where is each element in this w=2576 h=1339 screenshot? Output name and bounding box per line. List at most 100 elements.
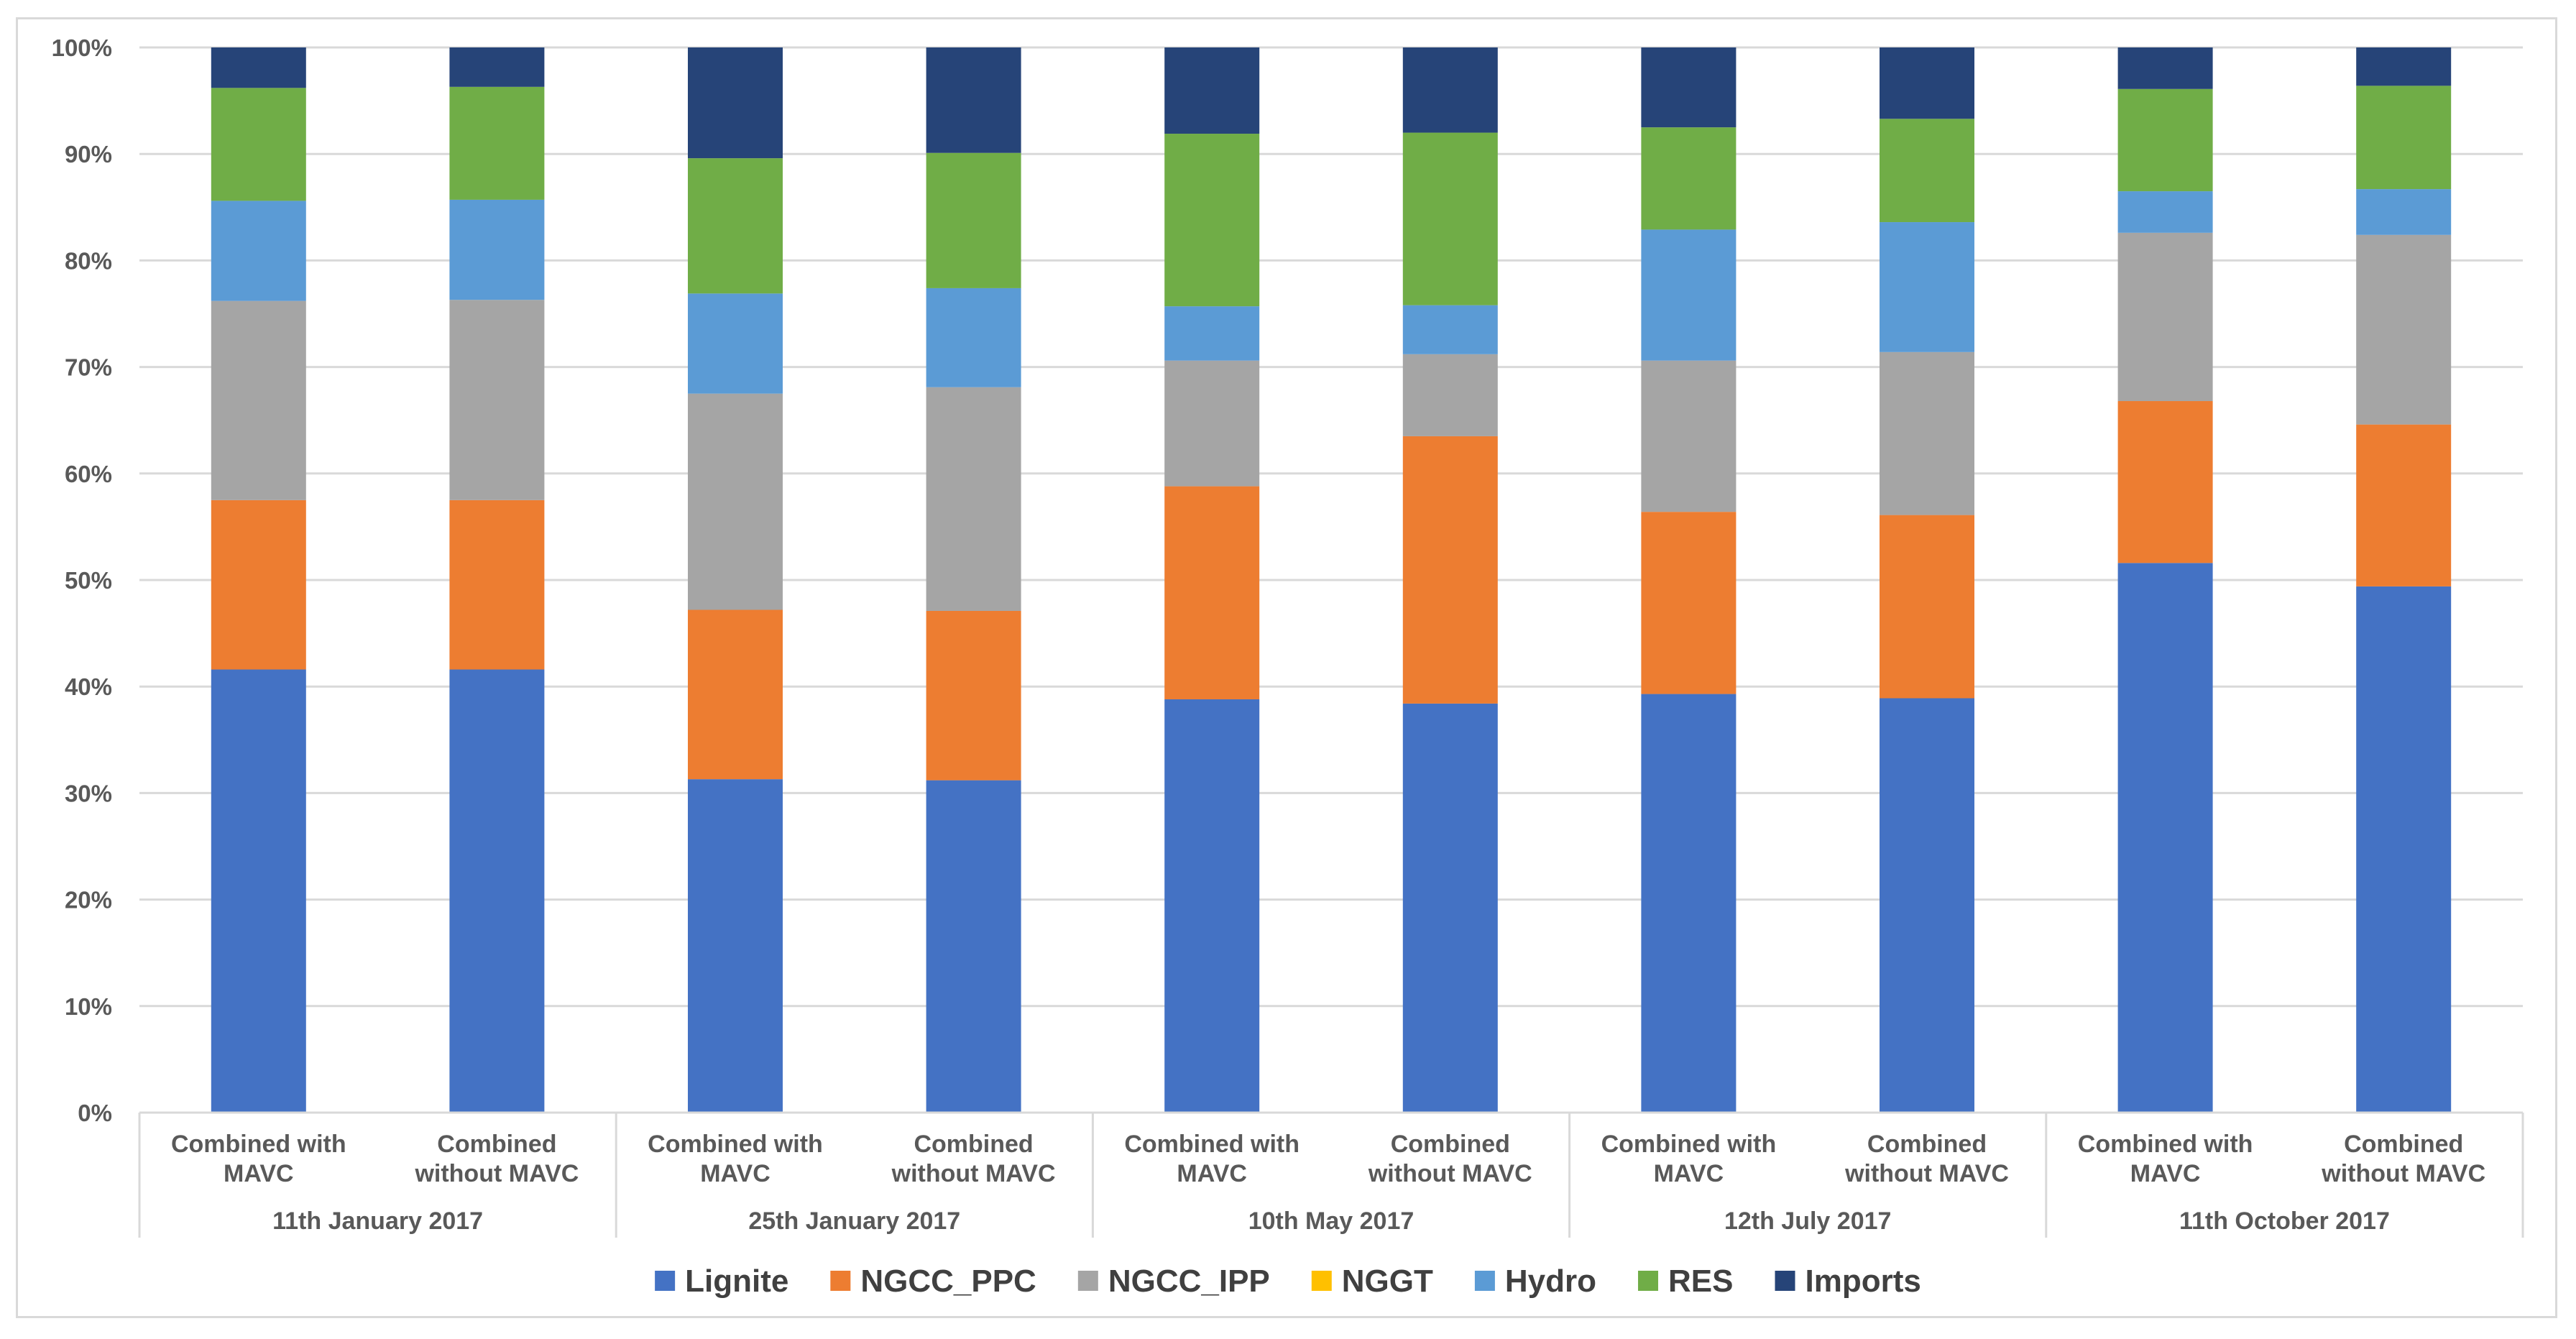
bar-stack	[449, 47, 545, 1113]
y-tick-label: 30%	[65, 780, 112, 806]
bar-segment-res	[1402, 132, 1498, 305]
bar-segment-hydro	[211, 201, 306, 301]
x-axis: Combined with MAVC Combined without MAVC Com…	[138, 1111, 2524, 1238]
bar-segment-hydro	[2356, 189, 2452, 235]
y-tick-label: 80%	[65, 247, 112, 274]
legend-label: NGGT	[1342, 1264, 1433, 1299]
bar-segment-imports	[211, 47, 306, 88]
bar-stack	[2356, 47, 2452, 1113]
legend-label: NGCC_PPC	[860, 1264, 1036, 1299]
bar-segment-imports	[2356, 47, 2452, 86]
bar-segment-res	[1641, 127, 1736, 230]
group-label: 10th May 2017	[1248, 1207, 1414, 1235]
bar-segment-imports	[1880, 47, 1974, 119]
bar-segment-ngcc-ipp	[2356, 234, 2452, 425]
bar-segment-ngcc-ppc	[1880, 515, 1974, 699]
bar-stack	[211, 47, 306, 1113]
bar-segment-lignite	[449, 669, 545, 1113]
bar-segment-lignite	[926, 780, 1021, 1113]
bar-segment-lignite	[211, 669, 306, 1113]
bar-segment-ngcc-ppc	[2356, 424, 2452, 586]
bar-segment-ngcc-ppc	[2117, 401, 2213, 563]
bar-segment-ngcc-ppc	[926, 610, 1021, 781]
bar-segment-res	[1164, 134, 1260, 307]
legend-item: RES	[1638, 1264, 1734, 1299]
bar-stack	[1641, 47, 1736, 1113]
bar-segment-ngcc-ipp	[1880, 351, 1974, 515]
bar-segment-imports	[2117, 47, 2213, 89]
bar-stack	[688, 47, 783, 1113]
bar-segment-ngcc-ipp	[1164, 360, 1260, 487]
bar-segment-lignite	[1164, 699, 1260, 1113]
bar-segment-ngcc-ppc	[1402, 436, 1498, 704]
bar-segment-res	[449, 86, 545, 200]
bar-segment-lignite	[1880, 698, 1974, 1113]
bar-stack	[1164, 47, 1260, 1113]
bar-segment-hydro	[926, 287, 1021, 387]
group-label: 12th July 2017	[1724, 1207, 1891, 1235]
legend-swatch	[655, 1271, 676, 1291]
bar-segment-ngcc-ppc	[211, 500, 306, 670]
y-tick-label: 10%	[65, 993, 112, 1020]
bar-stack	[926, 47, 1021, 1113]
legend-label: Hydro	[1505, 1264, 1596, 1299]
legend-label: RES	[1668, 1264, 1733, 1299]
bar-segment-hydro	[2117, 191, 2213, 233]
y-tick-label: 60%	[65, 461, 112, 487]
category-label: Combined with MAVC	[1124, 1131, 1300, 1187]
bar-segment-ngcc-ipp	[688, 393, 783, 610]
bar-stacks	[211, 47, 2452, 1113]
bar-stack	[1880, 47, 1974, 1113]
bar-segment-hydro	[449, 199, 545, 300]
bar-segment-hydro	[1641, 229, 1736, 361]
legend-swatch	[1474, 1271, 1495, 1291]
legend-swatch	[830, 1271, 851, 1291]
category-label: Combined with MAVC	[648, 1131, 823, 1187]
group-label: 25th January 2017	[748, 1207, 960, 1235]
bar-segment-ngcc-ppc	[1164, 486, 1260, 699]
bar-segment-ngcc-ipp	[211, 300, 306, 500]
bar-segment-ngcc-ipp	[1402, 354, 1498, 436]
bar-stack	[2117, 47, 2213, 1113]
category-label: Combined with MAVC	[171, 1131, 346, 1187]
category-label: Combined without MAVC	[1368, 1131, 1532, 1187]
bar-segment-ngcc-ppc	[449, 500, 545, 670]
bar-segment-lignite	[2117, 563, 2213, 1113]
bar-segment-hydro	[1164, 306, 1260, 361]
bar-segment-imports	[1164, 47, 1260, 134]
legend-item: NGGT	[1311, 1264, 1433, 1299]
bar-segment-imports	[449, 47, 545, 87]
category-label: Combined without MAVC	[891, 1131, 1056, 1187]
bar-segment-res	[211, 88, 306, 201]
bar-segment-ngcc-ppc	[688, 609, 783, 780]
bar-segment-imports	[1641, 47, 1736, 128]
category-label: Combined without MAVC	[2321, 1131, 2485, 1187]
bar-segment-ngcc-ppc	[1641, 512, 1736, 694]
legend: Lignite NGCC_PPC NGCC_IPP NGGT Hydro RES Impor…	[655, 1264, 1921, 1299]
bar-segment-imports	[688, 47, 783, 159]
y-tick-label: 100%	[52, 34, 112, 61]
legend-item: Lignite	[655, 1264, 788, 1299]
bar-segment-ngcc-ipp	[449, 300, 545, 500]
legend-swatch	[1077, 1271, 1098, 1291]
bar-segment-lignite	[688, 779, 783, 1113]
legend-swatch	[1311, 1271, 1332, 1291]
legend-label: NGCC_IPP	[1108, 1264, 1270, 1299]
bar-segment-lignite	[1641, 694, 1736, 1113]
bar-segment-hydro	[1880, 222, 1974, 352]
legend-label: Lignite	[685, 1264, 788, 1299]
legend-swatch	[1638, 1271, 1659, 1291]
y-tick-label: 70%	[65, 354, 112, 381]
group-label: 11th January 2017	[272, 1207, 483, 1235]
legend-item: NGCC_PPC	[830, 1264, 1036, 1299]
y-tick-label: 40%	[65, 673, 112, 700]
category-label: Combined with MAVC	[1601, 1131, 1777, 1187]
bar-segment-ngcc-ipp	[926, 387, 1021, 611]
y-axis-ticks: 0% 10% 20% 30% 40% 50% 60% 70% 80% 90% 100%	[52, 34, 112, 1126]
group-label: 11th October 2017	[2179, 1207, 2390, 1235]
category-label: Combined with MAVC	[2078, 1131, 2253, 1187]
bar-segment-lignite	[1402, 703, 1498, 1113]
y-tick-label: 90%	[65, 141, 112, 167]
y-tick-label: 0%	[78, 1100, 112, 1126]
bar-stack	[1402, 47, 1498, 1113]
